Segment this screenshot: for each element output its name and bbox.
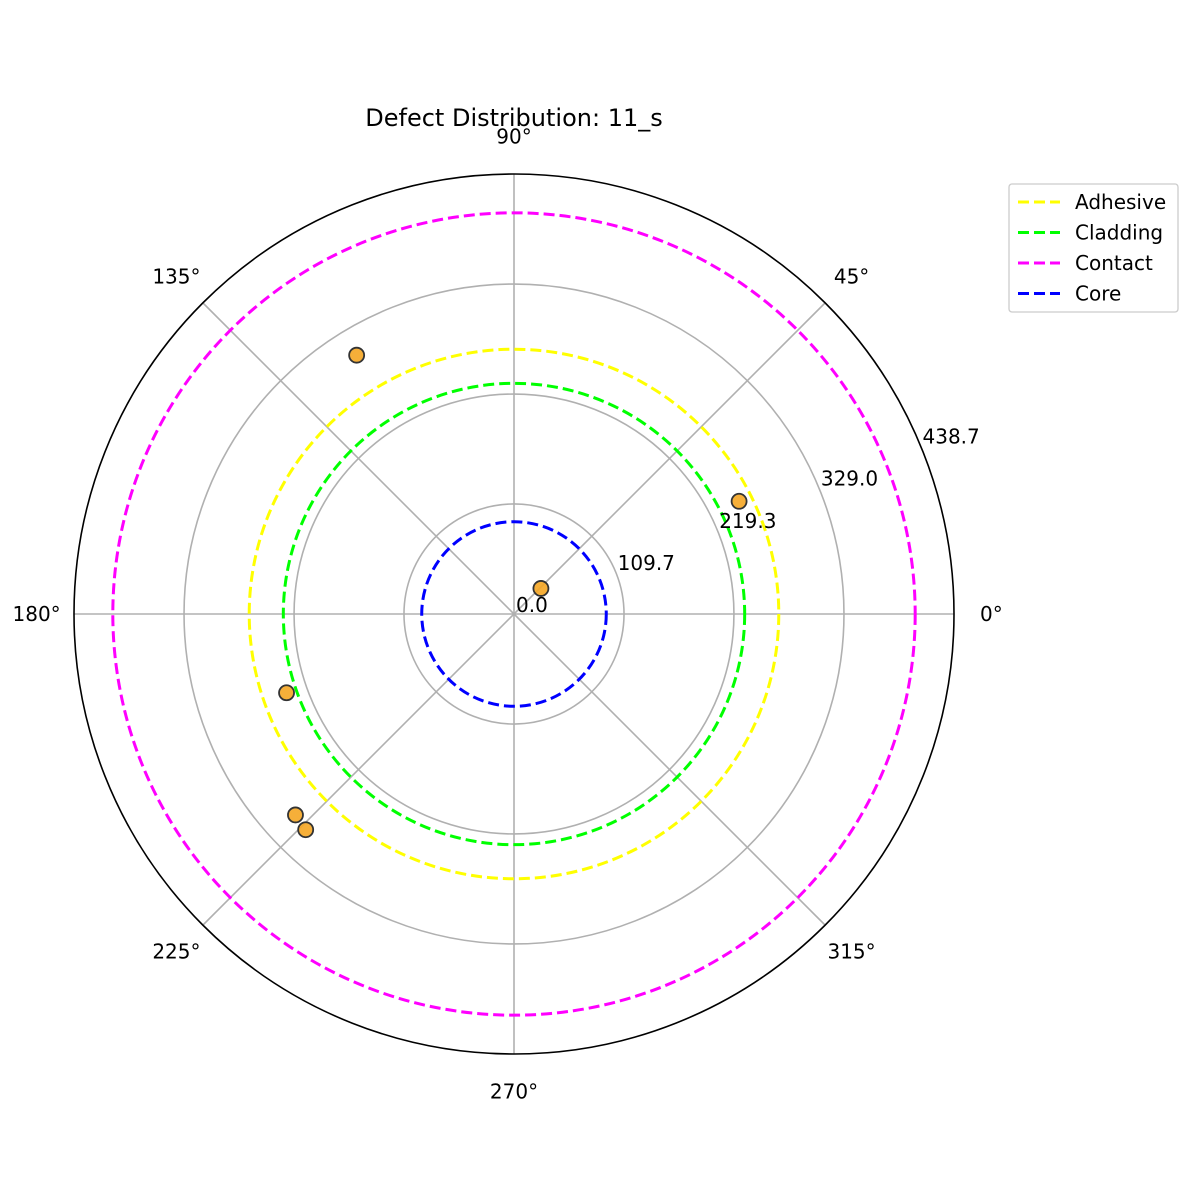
boundary-ring-cladding (281, 381, 747, 847)
angular-gridline (513, 613, 826, 926)
r-tick-label: 0.0 (516, 593, 548, 617)
r-tick-label: 109.7 (618, 551, 675, 575)
defect-point (297, 821, 315, 839)
axis-labels: 0° 45° 90° 135° 180° 225° 270° 315° 0.0 109.7 219.… (13, 125, 1003, 1104)
theta-tick-label: 135° (152, 264, 200, 288)
defect-point (730, 492, 748, 510)
angular-gridline (202, 302, 515, 615)
boundary-ring-core (420, 520, 608, 708)
theta-tick-label: 315° (827, 940, 875, 964)
legend-entry: Cladding (1075, 221, 1163, 245)
r-tick-label: 219.3 (719, 509, 776, 533)
boundary-ring-contact (111, 211, 917, 1017)
polar-grid (74, 174, 954, 1054)
polar-frame (73, 173, 955, 1055)
chart-title: Defect Distribution: 11_s (365, 104, 662, 132)
legend-entry: Contact (1075, 251, 1153, 275)
theta-tick-label: 45° (834, 264, 869, 288)
boundary-rings (111, 211, 917, 1017)
boundary-ring-adhesive (247, 347, 781, 881)
defect-point (348, 346, 366, 364)
theta-tick-label: 0° (980, 602, 1003, 626)
defect-point (287, 806, 304, 824)
legend-frame (1008, 183, 1179, 313)
angular-gridline (202, 613, 515, 926)
r-tick-label: 329.0 (821, 467, 878, 491)
theta-tick-label: 270° (490, 1079, 538, 1103)
theta-tick-label: 90° (496, 125, 531, 149)
defect-points (278, 346, 748, 839)
theta-tick-label: 180° (13, 602, 61, 626)
r-tick-label: 438.7 (923, 425, 980, 449)
legend: Adhesive Cladding Contact Core (1008, 183, 1179, 313)
legend-entry: Core (1075, 282, 1121, 306)
defect-point (278, 684, 295, 702)
theta-tick-label: 225° (152, 940, 200, 964)
defect-point (532, 580, 550, 597)
legend-entry: Adhesive (1075, 190, 1166, 214)
angular-gridline (513, 302, 826, 615)
